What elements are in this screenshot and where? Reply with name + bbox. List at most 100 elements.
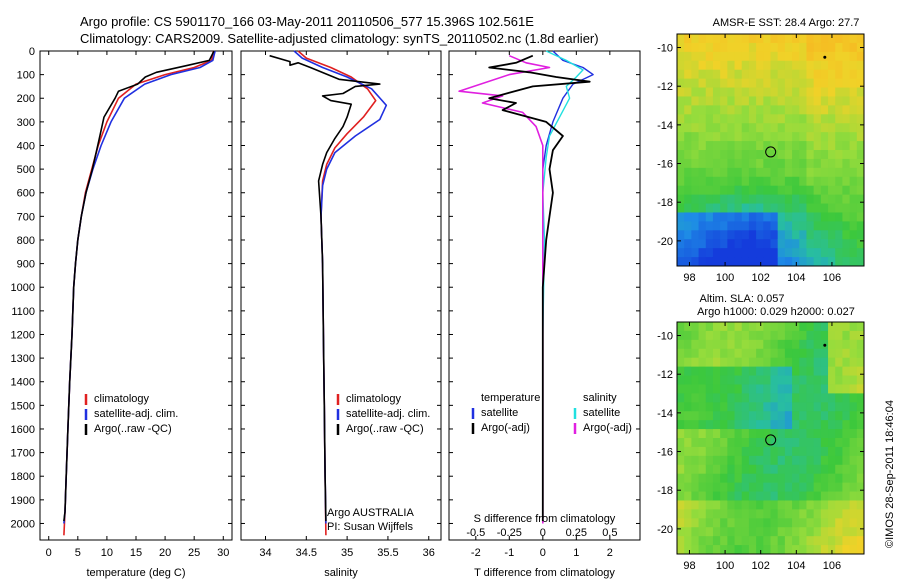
lon-tick-label: 98 bbox=[683, 272, 695, 284]
sst-map-cell bbox=[691, 248, 700, 258]
sla-map-cell bbox=[777, 384, 786, 394]
sst-map-cell bbox=[734, 87, 743, 97]
sla-map-cell bbox=[828, 366, 836, 377]
sst-map-cell bbox=[813, 176, 822, 187]
sla-map-cell bbox=[813, 464, 822, 475]
sla-map-cell bbox=[691, 366, 700, 377]
sla-map-cell bbox=[712, 411, 721, 421]
sst-map-cell bbox=[792, 257, 800, 267]
pi-note: PI: Susan Wijffels bbox=[327, 521, 413, 533]
sst-map-cell bbox=[720, 176, 728, 187]
sst-map-cell bbox=[705, 34, 714, 44]
sst-map-cell bbox=[727, 212, 736, 222]
sla-map-cell bbox=[842, 527, 851, 537]
legend-label: satellite-adj. clim. bbox=[94, 408, 178, 420]
sla-map-cell bbox=[828, 473, 836, 484]
sst-map-cell bbox=[856, 212, 865, 222]
sst-map-cell bbox=[748, 194, 757, 205]
sla-map-cell bbox=[820, 509, 829, 519]
sst-map-cell bbox=[799, 239, 807, 249]
sla-map-cell bbox=[784, 536, 793, 546]
sla-map-cell bbox=[792, 509, 800, 519]
sst-map-cell bbox=[820, 239, 829, 249]
sla-map-cell bbox=[705, 464, 714, 475]
sla-map-cell bbox=[720, 348, 728, 359]
sst-map-cell bbox=[813, 230, 822, 240]
sla-map-cell bbox=[720, 339, 728, 350]
sla-map-cell bbox=[842, 402, 851, 412]
sla-map-cell bbox=[820, 393, 829, 403]
sst-map-cell bbox=[698, 176, 707, 187]
sla-map-cell bbox=[691, 527, 700, 537]
sst-map-cell bbox=[842, 176, 851, 187]
sla-map-cell bbox=[777, 509, 786, 519]
sla-map-cell bbox=[842, 536, 851, 546]
lon-tick-label: 102 bbox=[752, 272, 770, 284]
sst-map-cell bbox=[705, 230, 714, 240]
sla-map-cell bbox=[727, 339, 736, 350]
sla-map-cell bbox=[813, 509, 822, 519]
sst-map-cell bbox=[856, 69, 865, 80]
sst-map-cell bbox=[799, 34, 807, 44]
sla-map-cell bbox=[756, 438, 764, 448]
sst-map-cell bbox=[784, 51, 793, 62]
header-line-1: Argo profile: CS 5901170_166 03-May-2011… bbox=[80, 14, 534, 29]
sst-map-cell bbox=[835, 42, 843, 53]
sla-map-cell bbox=[684, 545, 692, 555]
sla-map-cell bbox=[712, 420, 721, 430]
sla-map-cell bbox=[698, 536, 707, 546]
sst-map-cell bbox=[741, 239, 750, 249]
sla-map-cell bbox=[705, 366, 714, 377]
sst-map-cell bbox=[806, 257, 815, 267]
sst-map-cell bbox=[705, 158, 714, 169]
sla-map-cell bbox=[856, 375, 865, 385]
sst-map-cell bbox=[748, 96, 757, 106]
sla-map-cell bbox=[684, 491, 692, 501]
sla-map-cell bbox=[720, 411, 728, 421]
sla-map-cell bbox=[820, 357, 829, 368]
sst-map-cell bbox=[741, 248, 750, 258]
sst-map-cell bbox=[777, 42, 786, 53]
sst-map-cell bbox=[748, 248, 757, 258]
sla-map-cell bbox=[691, 429, 700, 439]
sst-map-cell bbox=[748, 34, 757, 44]
header-line-2: Climatology: CARS2009. Satellite-adjuste… bbox=[80, 31, 599, 46]
y-tick-label: 800 bbox=[17, 235, 35, 247]
sst-map-cell bbox=[792, 185, 800, 196]
sst-map-cell bbox=[828, 230, 836, 240]
sst-map-cell bbox=[770, 87, 779, 97]
sst-map-cell bbox=[799, 123, 807, 133]
x-tick-label: 34.5 bbox=[296, 547, 317, 559]
sst-map-cell bbox=[705, 212, 714, 222]
sla-map-cell bbox=[748, 339, 757, 350]
sla-map-cell bbox=[792, 500, 800, 510]
sla-map-cell bbox=[842, 357, 851, 368]
sla-map-cell bbox=[792, 402, 800, 412]
sst-map-cell bbox=[720, 194, 728, 205]
sla-map-cell bbox=[691, 375, 700, 385]
sst-map-cell bbox=[792, 87, 800, 97]
sla-map-cell bbox=[712, 518, 721, 528]
sla-map-cell bbox=[820, 527, 829, 537]
y-tick-label: 1700 bbox=[11, 448, 35, 460]
sst-map-cell bbox=[712, 150, 721, 160]
sla-map-cell bbox=[734, 420, 743, 430]
sst-map-cell bbox=[828, 176, 836, 187]
sst-map-cell bbox=[806, 51, 815, 62]
sst-map-cell bbox=[698, 257, 707, 267]
x-tick-label: 1 bbox=[573, 547, 579, 559]
sla-map-cell bbox=[777, 348, 786, 359]
diff-s-satellite-line bbox=[542, 50, 584, 524]
sla-map-cell bbox=[799, 545, 807, 555]
sla-map-cell bbox=[820, 420, 829, 430]
sla-map-cell bbox=[698, 518, 707, 528]
sst-map-cell bbox=[705, 221, 714, 231]
sla-map-cell bbox=[835, 393, 843, 403]
legend-label: satellite bbox=[481, 407, 518, 419]
sst-map-cell bbox=[784, 123, 793, 133]
sla-map-cell bbox=[820, 366, 829, 377]
sla-map-cell bbox=[720, 536, 728, 546]
sst-map-cell bbox=[741, 51, 750, 62]
sst-map-cell bbox=[813, 87, 822, 97]
sla-map-cell bbox=[777, 393, 786, 403]
